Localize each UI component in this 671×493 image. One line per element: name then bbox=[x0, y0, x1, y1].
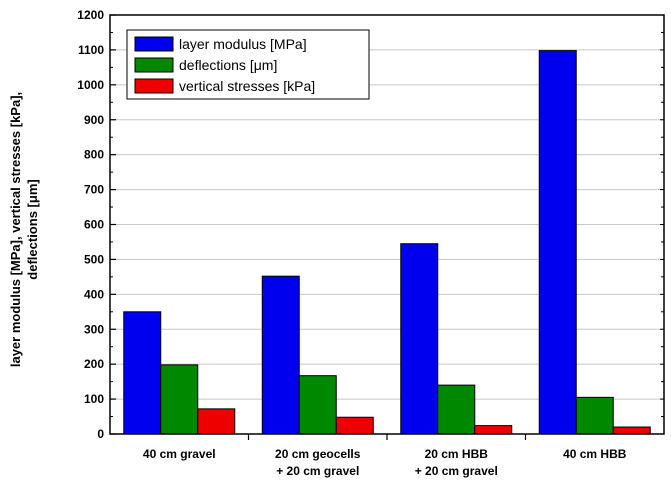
bars bbox=[123, 50, 651, 435]
gridlines bbox=[110, 49, 664, 400]
bar-vertical-stresses bbox=[474, 425, 513, 435]
legend-swatch bbox=[134, 36, 174, 52]
x-category-label: 20 cm HBB bbox=[425, 447, 489, 461]
y-tick-label: 1000 bbox=[77, 78, 104, 92]
y-tick-label: 300 bbox=[84, 322, 104, 336]
bar-vertical-stresses bbox=[197, 408, 236, 435]
legend-swatch bbox=[134, 78, 174, 94]
bar-layer-modulus bbox=[123, 311, 162, 435]
x-category-label: 20 cm geocells bbox=[275, 447, 361, 461]
bar-deflections bbox=[437, 384, 476, 435]
y-tick-label: 500 bbox=[84, 252, 104, 266]
x-category-label: 40 cm gravel bbox=[143, 447, 216, 461]
y-tick-label: 400 bbox=[84, 287, 104, 301]
y-axis-title-line: deflections [μm] bbox=[25, 179, 40, 279]
bar-layer-modulus bbox=[538, 50, 577, 435]
legend-swatch bbox=[134, 57, 174, 73]
y-tick-label: 900 bbox=[84, 113, 104, 127]
bar-vertical-stresses bbox=[335, 416, 374, 435]
bar-deflections bbox=[160, 364, 199, 435]
bar-deflections bbox=[298, 375, 337, 435]
bar-layer-modulus bbox=[400, 243, 439, 435]
y-tick-label: 800 bbox=[84, 148, 104, 162]
legend-label: deflections [μm] bbox=[179, 57, 277, 73]
legend-label: vertical stresses [kPa] bbox=[179, 78, 315, 94]
bar-vertical-stresses bbox=[612, 426, 651, 435]
bar-layer-modulus bbox=[261, 275, 300, 435]
y-tick-label: 600 bbox=[84, 218, 104, 232]
x-category-label: + 20 cm gravel bbox=[415, 464, 498, 478]
y-tick-label: 1200 bbox=[77, 8, 104, 22]
y-tick-label: 200 bbox=[84, 357, 104, 371]
x-category-label: + 20 cm gravel bbox=[276, 464, 359, 478]
legend-label: layer modulus [MPa] bbox=[179, 36, 307, 52]
x-axis-labels: 40 cm gravel 20 cm geocells + 20 cm gravel… bbox=[143, 434, 627, 478]
bar-deflections bbox=[575, 396, 614, 435]
y-tick-label: 700 bbox=[84, 183, 104, 197]
legend: layer modulus [MPa] deflections [μm] verti… bbox=[126, 29, 370, 100]
y-tick-label: 1100 bbox=[78, 43, 104, 57]
x-category-label: 40 cm HBB bbox=[563, 447, 627, 461]
y-tick-label: 100 bbox=[84, 392, 104, 406]
y-axis-ticks: 0 100 200 300 400 500 600 700 800 900 1000 1100 1200 bbox=[77, 8, 664, 441]
y-axis-title-line: layer modulus [MPa], vertical stresses [… bbox=[8, 92, 23, 367]
y-axis-title: layer modulus [MPa], vertical stresses [… bbox=[8, 92, 40, 367]
y-tick-label: 0 bbox=[97, 427, 104, 441]
